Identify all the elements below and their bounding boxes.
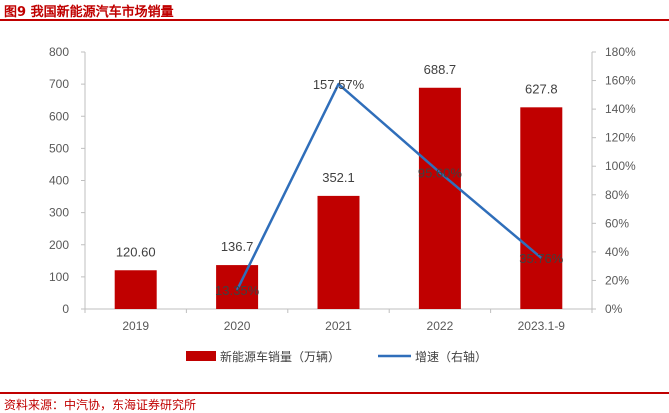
bar [114,270,157,309]
right-axis-tick-label: 0% [605,302,623,316]
right-axis-tick-label: 160% [605,74,636,88]
bar-value-label: 136.7 [221,239,254,254]
legend-line-label: 增速（右轴） [415,349,487,364]
footer-divider [0,392,669,394]
right-axis-tick-label: 100% [605,159,636,173]
bar [418,87,461,309]
title-divider [0,19,669,21]
right-axis-tick-label: 60% [605,216,629,230]
growth-value-label: 13.35% [215,283,260,298]
left-axis-tick-label: 500 [49,141,69,155]
x-axis-tick-label: 2020 [224,319,251,333]
left-axis-tick-label: 400 [49,174,69,188]
growth-line [235,82,543,291]
right-axis-tick-label: 120% [605,131,636,145]
x-axis-tick-label: 2021 [325,319,352,333]
bar-value-label: 352.1 [322,170,355,185]
right-axis-tick-label: 20% [605,273,629,287]
left-axis-tick-label: 700 [49,77,69,91]
right-axis-tick-label: 40% [605,245,629,259]
bar [520,107,563,310]
bar [317,195,360,309]
source-note: 资料来源：中汽协，东海证券研究所 [4,398,197,412]
bar [216,265,259,309]
left-axis-tick-label: 100 [49,270,69,284]
left-axis-tick-label: 800 [49,45,69,59]
left-axis-tick-label: 600 [49,109,69,123]
growth-value-label: 157.57% [313,77,365,92]
x-axis-tick-label: 2022 [427,319,454,333]
legend-bar-swatch [186,351,216,361]
bar-value-label: 627.8 [525,81,558,96]
x-axis-tick-label: 2019 [122,319,149,333]
growth-value-label: 95.60% [418,166,463,181]
legend-bar-label: 新能源车销量（万辆） [220,349,340,364]
chart-title: 图9 我国新能源汽车市场销量 [4,5,174,20]
left-axis-tick-label: 300 [49,206,69,220]
left-axis-tick-label: 200 [49,238,69,252]
growth-value-label: 35.76% [519,251,564,266]
right-axis-tick-label: 180% [605,45,636,59]
bar-value-label: 688.7 [424,62,457,77]
bar-value-label: 120.60 [116,244,156,259]
right-axis-tick-label: 140% [605,102,636,116]
x-axis-tick-label: 2023.1-9 [518,319,566,333]
right-axis-tick-label: 80% [605,188,629,202]
left-axis-tick-label: 0 [62,302,69,316]
